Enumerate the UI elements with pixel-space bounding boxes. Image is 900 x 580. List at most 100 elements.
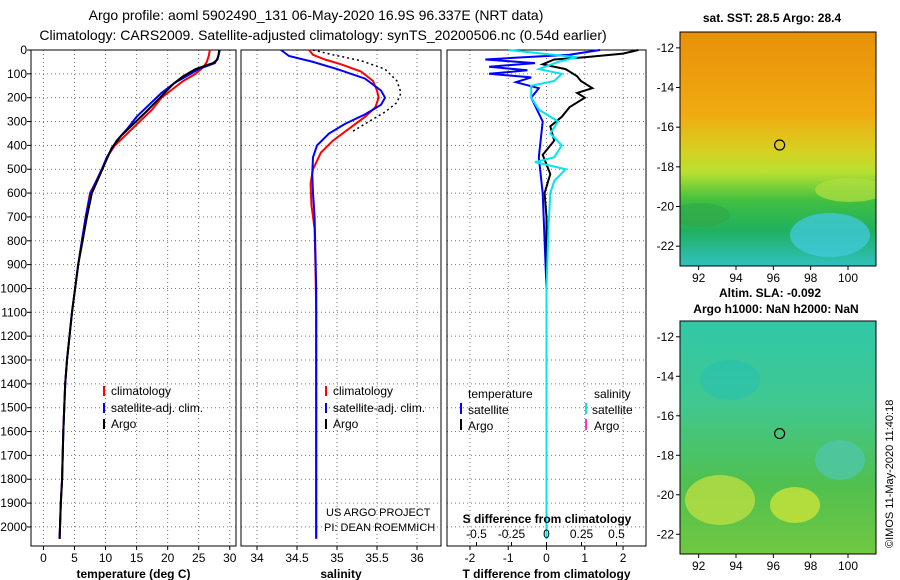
- legend-label: satellite: [592, 403, 633, 417]
- x-tick-label: 25: [192, 551, 206, 565]
- legend-label: Argo: [333, 417, 359, 431]
- sst-yellow-patch: [815, 178, 876, 202]
- y-tick-label: 1100: [1, 305, 27, 319]
- sst-map-frame: [679, 31, 877, 267]
- legend-label: Argo: [594, 419, 620, 433]
- x-tick-label: 0: [543, 551, 550, 565]
- series-line-argo: [58, 49, 221, 539]
- sla-low-patch-2: [700, 360, 760, 400]
- map-y-tick-label: -18: [657, 448, 675, 462]
- x-tick-label: 15: [130, 551, 144, 565]
- argo-position-marker: [774, 427, 786, 440]
- x-tick-label: 20: [161, 551, 175, 565]
- y-tick-label: 1300: [0, 353, 27, 367]
- x-tick-label: 30: [223, 551, 237, 565]
- legend-title-salinity: salinity: [594, 387, 631, 401]
- map-y-tick-label: -20: [657, 200, 675, 214]
- legend-label: satellite: [468, 403, 509, 417]
- panel-frame: [30, 49, 237, 547]
- figure-title-line2: Climatology: CARS2009. Satellite-adjuste…: [39, 27, 606, 43]
- argo-position-marker: [774, 139, 786, 151]
- x-tick-label: 34: [250, 551, 264, 565]
- series-line-s-satellite: [508, 49, 578, 539]
- map-x-tick-label: 94: [729, 271, 743, 285]
- x-axis-label: T difference from climatology: [462, 567, 630, 580]
- pi-label: PI: DEAN ROEMMICH: [324, 522, 435, 534]
- map-x-tick-label: 100: [838, 559, 858, 573]
- map-y-tick-label: -16: [657, 120, 675, 134]
- x-tick-label: 35: [330, 551, 344, 565]
- legend-label: Argo: [468, 419, 494, 433]
- x-tick-label: -2: [465, 551, 476, 565]
- y-tick-label: 700: [7, 210, 27, 224]
- x-axis-label: temperature (deg C): [76, 567, 190, 580]
- map-y-tick-label: -16: [657, 409, 675, 423]
- map-x-tick-label: 92: [692, 559, 706, 573]
- sla-low-patch: [815, 440, 865, 480]
- s-tick-label: -0.25: [498, 527, 526, 541]
- map-y-tick-label: -18: [657, 160, 675, 174]
- y-tick-label: 300: [7, 115, 27, 129]
- y-tick-label: 0: [20, 43, 27, 57]
- figure-title-line1: Argo profile: aoml 5902490_131 06-May-20…: [89, 7, 544, 23]
- s-tick-label: -0.5: [466, 527, 487, 541]
- y-tick-label: 900: [7, 258, 27, 272]
- y-tick-label: 1500: [0, 401, 27, 415]
- map-x-tick-label: 96: [767, 271, 781, 285]
- legend-label: climatology: [333, 384, 393, 398]
- map-y-tick-label: -12: [657, 330, 675, 344]
- y-tick-label: 800: [7, 234, 27, 248]
- sla-map-frame: [679, 320, 877, 555]
- sst-map: 92 94 96 98 100 -12 -14 -16 -18 -20 -22: [657, 31, 877, 285]
- series-line-satellite-adj-clim-: [280, 49, 387, 539]
- map-y-tick-label: -12: [657, 41, 675, 55]
- map-x-tick-label: 94: [729, 559, 743, 573]
- map-x-tick-label: 100: [838, 271, 858, 285]
- legend-label: Argo: [111, 417, 137, 431]
- sla-map: 92 94 96 98 100 -12 -14 -16 -18 -20 -22: [657, 320, 877, 573]
- series-line-t-argo: [539, 49, 639, 539]
- sla-map-axes: 92 94 96 98 100 -12 -14 -16 -18 -20 -22: [657, 330, 859, 573]
- x-tick-label: 2: [620, 551, 627, 565]
- sst-map-axes: 92 94 96 98 100 -12 -14 -16 -18 -20 -22: [657, 41, 859, 285]
- s-tick-label: 0: [543, 527, 550, 541]
- x-tick-label: 10: [99, 551, 113, 565]
- project-label: US ARGO PROJECT: [326, 507, 431, 519]
- y-tick-label: 100: [7, 67, 27, 81]
- imos-credit: ©IMOS 11-May-2020 11:40:18: [884, 400, 896, 548]
- y-tick-label: 1400: [0, 377, 27, 391]
- sla-map-title-line2: Argo h1000: NaN h2000: NaN: [693, 302, 858, 316]
- x-tick-label: 35.5: [365, 551, 389, 565]
- sst-cold-patch: [790, 213, 870, 257]
- legend-label: satellite-adj. clim.: [333, 401, 425, 415]
- x-tick-label: 0: [40, 551, 47, 565]
- y-tick-label: 2000: [0, 520, 27, 534]
- series-line-satellite-adj-clim-: [58, 49, 221, 539]
- x-tick-label: 1: [581, 551, 588, 565]
- sla-high-patch-1: [685, 475, 755, 525]
- temperature-panel: 0 5 10 15 20 25 30 temperature (deg C) 0 100 200 30…: [0, 43, 236, 580]
- x-axis-label: salinity: [320, 567, 362, 580]
- map-x-tick-label: 98: [804, 271, 818, 285]
- map-y-tick-label: -14: [657, 369, 675, 383]
- legend-label: climatology: [111, 384, 171, 398]
- s-tick-label: 0.25: [570, 527, 594, 541]
- y-tick-label: 1000: [0, 281, 27, 295]
- x-tick-label: -1: [503, 551, 514, 565]
- y-tick-label: 1600: [0, 425, 27, 439]
- map-x-tick-label: 96: [767, 559, 781, 573]
- salinity-panel: 34 34.5 35 35.5 36 salinity climatology satelli…: [240, 49, 442, 580]
- y-tick-label: 1800: [0, 472, 27, 486]
- sla-map-title-line1: Altim. SLA: -0.092: [719, 286, 821, 300]
- y-tick-label: 1200: [0, 329, 27, 343]
- x-tick-label: 36: [410, 551, 424, 565]
- x-tick-label: 34.5: [285, 551, 309, 565]
- map-y-tick-label: -22: [657, 239, 675, 253]
- y-tick-label: 400: [7, 138, 27, 152]
- map-x-tick-label: 98: [804, 559, 818, 573]
- x-tick-label: 5: [71, 551, 78, 565]
- sst-map-title: sat. SST: 28.5 Argo: 28.4: [703, 11, 842, 25]
- legend-label: satellite-adj. clim.: [111, 401, 203, 415]
- y-tick-label: 1900: [0, 496, 27, 510]
